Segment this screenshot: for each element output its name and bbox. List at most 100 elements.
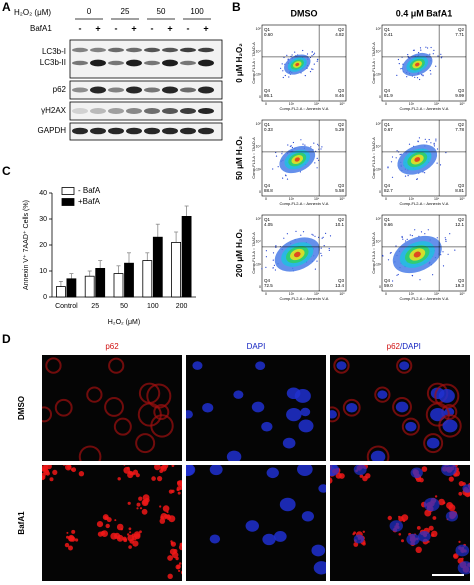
flow-dot bbox=[265, 256, 267, 258]
flow-dot bbox=[396, 74, 398, 76]
dose-label: 50 bbox=[157, 7, 166, 16]
nucleus bbox=[261, 421, 273, 432]
p62-punctum bbox=[123, 538, 128, 543]
blot-band bbox=[108, 47, 124, 53]
row-label: 0 μM H₂O₂ bbox=[235, 43, 244, 83]
bar bbox=[181, 215, 192, 298]
axis-tick-label: 10⁵ bbox=[339, 292, 345, 296]
p62-signal bbox=[135, 433, 156, 454]
flow-dot bbox=[328, 247, 330, 250]
flow-plot: Q10.60Q24.82Q38.46Q486.10010³10³10⁴10⁴10… bbox=[251, 24, 347, 111]
nucleus bbox=[399, 361, 410, 370]
p62-punctum bbox=[424, 509, 432, 517]
p62-signal bbox=[42, 406, 53, 423]
p62-punctum bbox=[176, 566, 180, 569]
nucleus bbox=[330, 465, 340, 476]
axis-tick-label: 10⁴ bbox=[256, 145, 262, 149]
flow-dot bbox=[316, 167, 318, 169]
p62-punctum bbox=[401, 539, 404, 543]
quadrant-name: Q1 bbox=[384, 122, 391, 127]
flow-dot bbox=[321, 237, 323, 239]
quadrant-name: Q1 bbox=[384, 217, 391, 222]
micrograph bbox=[186, 355, 326, 461]
flow-dot bbox=[302, 231, 305, 233]
p62-punctum bbox=[362, 530, 365, 533]
blot-band bbox=[126, 59, 142, 67]
axis-label: Comp-FL3-A :: 7AAD-A bbox=[251, 137, 256, 179]
p62-punctum bbox=[110, 532, 118, 540]
blot-band bbox=[90, 127, 106, 135]
flow-dot bbox=[425, 46, 427, 48]
y-tick-label: 20 bbox=[39, 242, 47, 249]
quadrant-name: Q2 bbox=[338, 217, 345, 222]
flow-dot bbox=[312, 68, 314, 70]
flow-dot bbox=[399, 154, 401, 156]
nucleus bbox=[286, 407, 302, 422]
blot-band bbox=[162, 47, 178, 53]
flow-dot bbox=[272, 259, 274, 261]
flow-dot bbox=[419, 47, 422, 49]
flow-dot bbox=[288, 76, 290, 78]
p62-signal bbox=[153, 403, 170, 421]
axis-label: Comp-FL2-A :: Annexin V-A bbox=[280, 106, 329, 111]
blot-band bbox=[198, 59, 214, 67]
band-label: LC3b-I bbox=[42, 47, 66, 56]
nucleus bbox=[313, 561, 326, 575]
p62-signal bbox=[113, 417, 132, 436]
micrograph bbox=[186, 465, 326, 581]
panel-label: A bbox=[2, 0, 11, 14]
flow-dot bbox=[432, 53, 434, 55]
axis-tick-label: 10⁴ bbox=[434, 292, 440, 296]
flow-dot bbox=[405, 240, 407, 242]
axis-tick-label: 10³ bbox=[289, 292, 295, 296]
nucleus bbox=[186, 465, 196, 476]
quadrant-value: 86.1 bbox=[264, 93, 273, 98]
blot-band bbox=[198, 127, 214, 135]
flow-density bbox=[294, 251, 301, 258]
bar bbox=[142, 260, 153, 298]
flow-dot bbox=[300, 139, 302, 141]
axis-tick-label: 0 bbox=[265, 292, 267, 296]
flow-dot bbox=[265, 250, 267, 252]
micrograph bbox=[42, 355, 182, 461]
flow-dot bbox=[320, 247, 322, 249]
axis-label: Comp-FL3-A :: 7AAD-A bbox=[371, 137, 376, 179]
flow-dot bbox=[302, 143, 304, 145]
flow-dot bbox=[400, 153, 402, 155]
flow-dot bbox=[289, 145, 291, 147]
nucleus bbox=[405, 421, 417, 432]
nucleus bbox=[266, 467, 279, 479]
axis-tick-label: 10⁵ bbox=[256, 122, 262, 126]
quadrant-name: Q1 bbox=[264, 217, 271, 222]
x-axis-label: H₂O₂ (μM) bbox=[108, 319, 140, 326]
x-tick-label: 50 bbox=[120, 303, 128, 310]
flow-dot bbox=[282, 76, 284, 79]
flow-dot bbox=[316, 157, 318, 159]
flow-dot bbox=[321, 146, 323, 148]
p62-punctum bbox=[64, 542, 70, 548]
flow-dot bbox=[320, 148, 322, 150]
flow-dot bbox=[424, 233, 426, 235]
bar bbox=[66, 278, 77, 298]
y-tick-label: 0 bbox=[43, 294, 47, 301]
p62-punctum bbox=[353, 542, 359, 547]
row-label: 200 μM H₂O₂ bbox=[235, 228, 244, 277]
p62-punctum bbox=[128, 545, 132, 549]
flow-dot bbox=[416, 178, 418, 180]
flow-density bbox=[413, 251, 421, 258]
axis-tick-label: 10³ bbox=[256, 262, 262, 266]
quadrant-name: Q2 bbox=[338, 122, 345, 127]
blot-band bbox=[72, 47, 88, 53]
flow-dot bbox=[440, 53, 442, 55]
p62-punctum bbox=[34, 466, 41, 473]
nucleus bbox=[330, 410, 337, 419]
blot-band bbox=[108, 87, 124, 93]
axis-tick-label: 0 bbox=[379, 285, 381, 289]
bafa1-sign: + bbox=[95, 23, 100, 33]
bafa1-sign: - bbox=[115, 23, 118, 33]
p62-signal bbox=[54, 398, 73, 417]
flow-dot bbox=[454, 249, 456, 251]
bar bbox=[171, 241, 182, 298]
quadrant-value: 5.29 bbox=[335, 127, 344, 132]
p62-signal bbox=[401, 417, 420, 436]
